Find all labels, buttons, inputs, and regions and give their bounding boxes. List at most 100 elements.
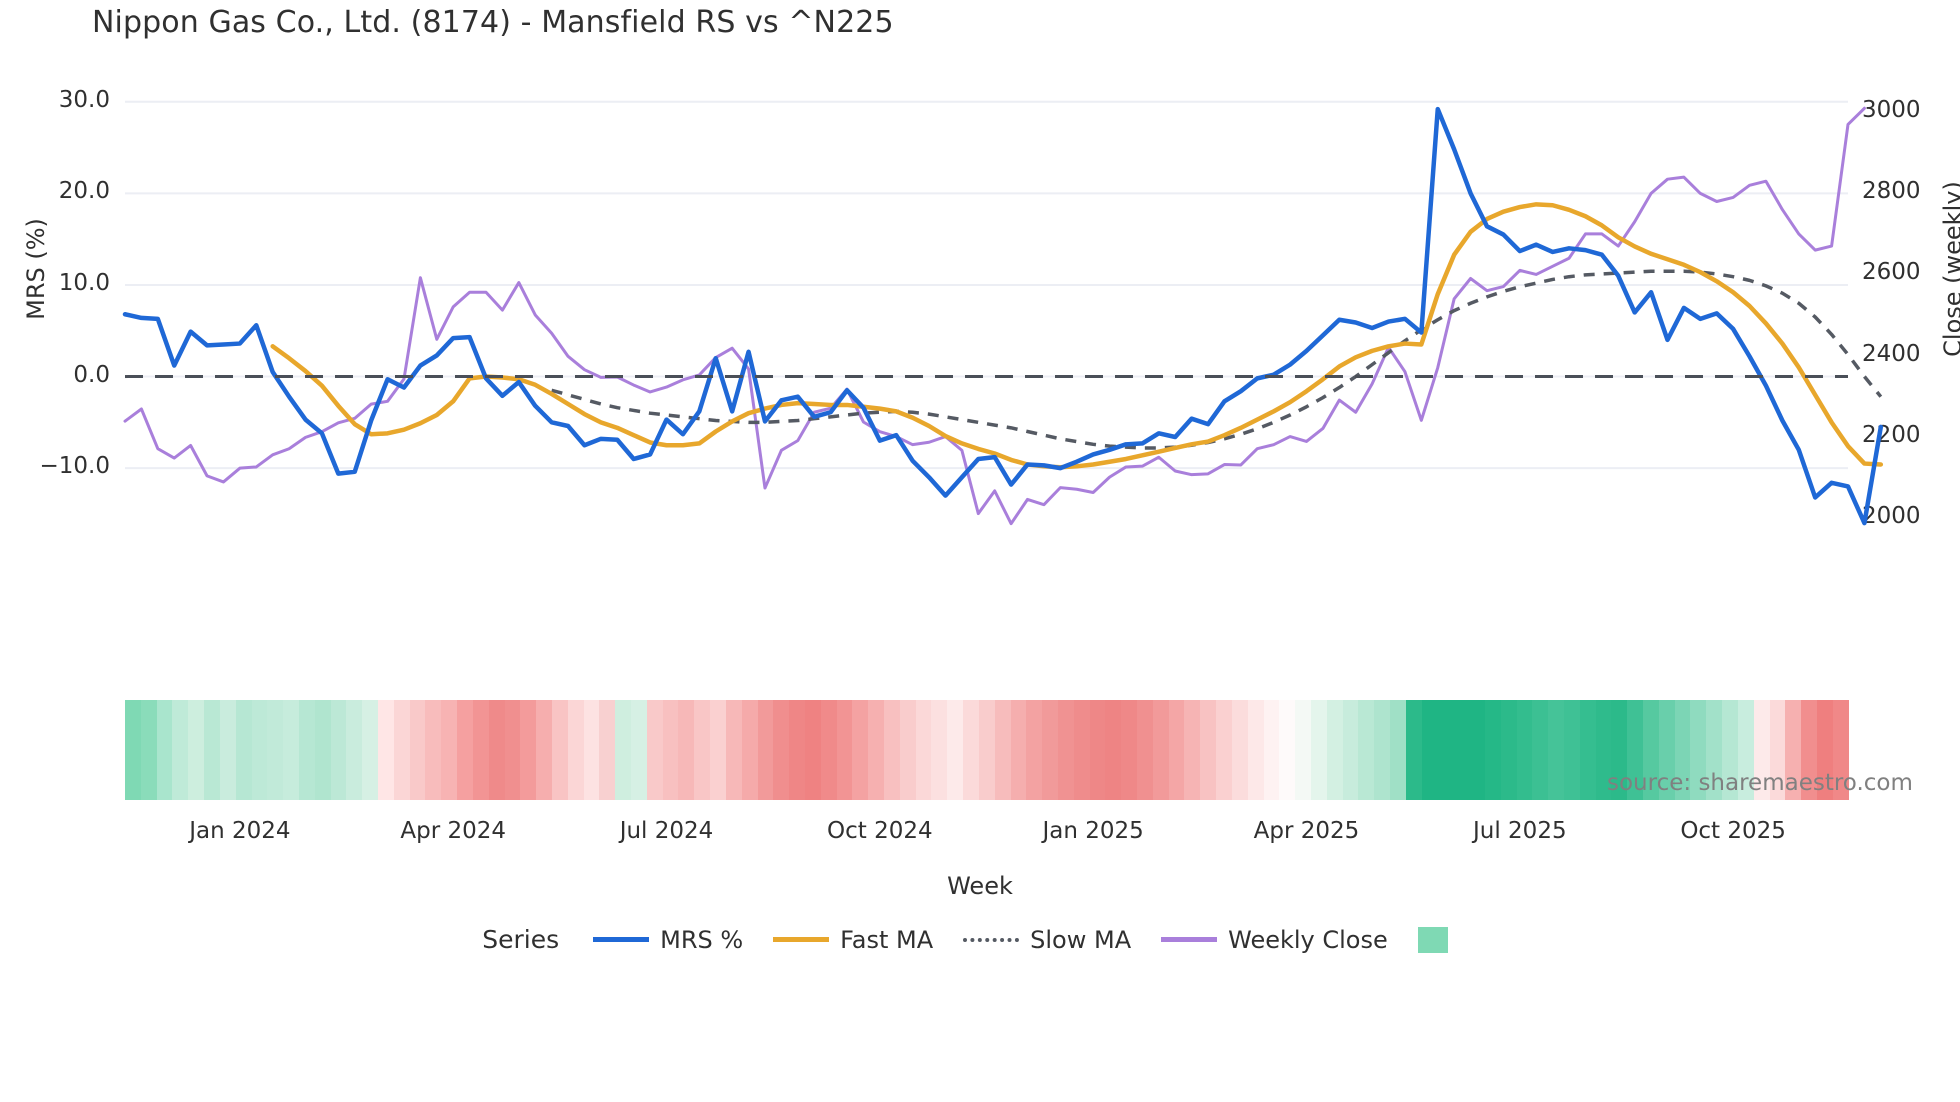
heatmap-cell [425,700,442,800]
heatmap-cell [1390,700,1406,800]
legend-item[interactable]: MRS % [593,926,743,954]
heatmap-cell [1247,700,1264,800]
heatmap-cell [520,700,537,800]
y-tick-right: 2800 [1862,178,1921,205]
heatmap-cell [1279,700,1296,800]
y-tick-left: −10.0 [39,453,110,480]
heatmap-cell [1437,700,1454,800]
series-line-mrs- [122,106,1884,526]
chart-title: Nippon Gas Co., Ltd. (8174) - Mansfield … [92,5,894,40]
heatmap-cell [172,700,189,800]
heatmap-cell [884,700,900,800]
heatmap-cell [1516,700,1533,800]
heatmap-cell [1595,700,1612,800]
heatmap-cell [457,700,473,800]
heatmap-cell [1469,700,1485,800]
heatmap-cell [836,700,853,800]
y-tick-right: 2000 [1862,502,1921,529]
legend-item[interactable]: Slow MA [963,926,1131,954]
heatmap-cell [1358,700,1375,800]
heatmap-cell [1706,700,1723,800]
y-tick-left: 10.0 [58,269,110,296]
heatmap-cell [551,700,568,800]
heatmap-cell [472,700,489,800]
heatmap-cell [204,700,220,800]
legend-swatch-box [1417,926,1448,953]
heatmap-cell [393,700,410,800]
heatmap-cell [1453,700,1470,800]
heatmap-cell [1500,700,1517,800]
legend-swatch-dotted [963,937,1020,942]
legend-title: Series [482,925,560,954]
heatmap-cell [1057,700,1074,800]
heatmap-cell [963,700,979,800]
heatmap-cell [662,700,679,800]
heatmap-cell [710,700,726,800]
heatmap-cell [868,700,884,800]
heatmap-cell [820,700,837,800]
heatmap-cell [931,700,948,800]
heatmap-cell [1484,700,1501,800]
heatmap-cell [1216,700,1232,800]
heatmap-cell [156,700,173,800]
heatmap-cell [1263,700,1280,800]
heatmap-cell [441,700,458,800]
heatmap-cell [741,700,758,800]
legend-item[interactable] [1417,926,1448,953]
heatmap-cell [1168,700,1185,800]
heatmap-cell [1152,700,1169,800]
source-watermark: source: sharemaestro.com [1607,770,1913,796]
heatmap-cell [567,700,584,800]
chart-legend: Series MRS % Fast MA Slow MA Weekly Close [0,925,1960,954]
heatmap-cell [1832,700,1849,800]
heatmap-cell [773,700,790,800]
heatmap-cell [978,700,995,800]
y-tick-right: 2600 [1862,259,1921,286]
x-tick: Oct 2025 [1680,818,1786,844]
x-tick: Apr 2025 [1253,818,1360,844]
heatmap-cell [346,700,363,800]
y-tick-left: 0.0 [73,361,110,388]
heatmap-cell [314,700,331,800]
heatmap-cell [125,700,141,800]
x-tick: Jul 2025 [1472,818,1567,844]
heatmap-cell [1405,700,1422,800]
heatmap-cell [1295,700,1311,800]
series-line-slow-ma [551,269,1883,450]
legend-item[interactable]: Fast MA [773,926,933,954]
heatmap-cell [615,700,631,800]
legend-swatch-line [1161,937,1218,942]
x-tick: Apr 2024 [400,818,506,844]
heatmap-cell [283,700,299,800]
heatmap-cell [899,700,916,800]
heatmap-cell [1231,700,1248,800]
heatmap-cell [852,700,869,800]
y-tick-left: 30.0 [58,86,110,113]
heatmap-cell [789,700,805,800]
heatmap-cell [1643,700,1659,800]
heatmap-cell [1137,700,1153,800]
heatmap-cell [583,700,600,800]
heatmap-cell [251,700,268,800]
heatmap-cell [1374,700,1390,800]
legend-item[interactable]: Weekly Close [1161,926,1388,954]
y-tick-left: 20.0 [58,178,110,205]
heatmap-cell [947,700,964,800]
heatmap-cell [1200,700,1217,800]
heatmap-cell [678,700,695,800]
heatmap-cell [1690,700,1707,800]
legend-swatch-line [593,937,650,942]
heatmap-cell [536,700,552,800]
heatmap-cell [1816,700,1833,800]
legend-item-label: Weekly Close [1228,925,1388,954]
heatmap-cell [1579,700,1596,800]
heatmap-cell [1548,700,1564,800]
x-tick: Jan 2024 [189,818,291,844]
heatmap-cell [725,700,742,800]
heatmap-cell [1073,700,1090,800]
heatmap-cell [994,700,1011,800]
heatmap-cell [1184,700,1201,800]
series-line-fast-ma [270,202,1884,470]
heatmap-cell [1737,700,1754,800]
